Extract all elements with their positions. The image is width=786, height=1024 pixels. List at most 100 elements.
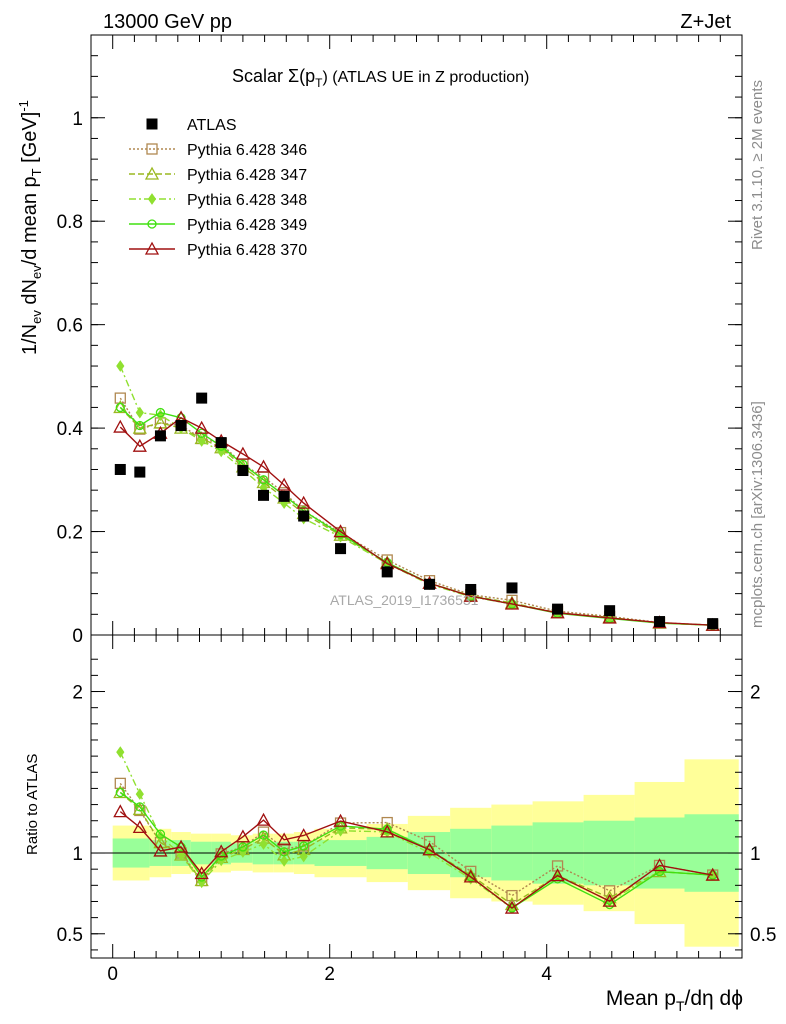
ratio-y-tick-label-right: 0.5 — [750, 925, 776, 946]
legend-atlas-marker — [146, 118, 158, 130]
series-3-point — [115, 402, 125, 413]
ratio-series-2-point — [259, 838, 268, 850]
main-y-tick-label: 0 — [72, 626, 83, 647]
ratio-series-1-point — [153, 835, 168, 849]
main-y-tick-label: 0.2 — [57, 523, 83, 544]
ratio-series-4-point — [652, 858, 667, 872]
ratio-series-1-point — [113, 785, 128, 799]
series-1-point — [113, 400, 128, 414]
x-tick-label: 0 — [107, 964, 118, 985]
ylabel-sub-3: T — [29, 168, 44, 176]
watermark-label: ATLAS_2019_I1736531 — [330, 592, 479, 608]
legend: ATLAS Pythia 6.428 346 Pythia 6.428 347 Pyt… — [129, 117, 307, 259]
ratio-series-4-point — [602, 893, 617, 907]
ratio-series-2-point — [156, 830, 165, 843]
series-3-point — [155, 407, 166, 418]
ratio-y-tick-label: 0.5 — [57, 925, 83, 946]
ratio-plot-axes: 0.5 0.5 1 1 2 2 0 2 4 — [57, 634, 776, 985]
ratio-series-4-point — [550, 868, 565, 882]
xlabel-part-1: Mean p — [606, 987, 676, 1010]
ratio-series-2-point — [135, 788, 144, 800]
ratio-series-3-point — [279, 847, 289, 857]
ratio-y-axis-label: Ratio to ATLAS — [24, 754, 41, 855]
ratio-series-4-point — [194, 866, 209, 880]
ratio-series-2-point — [116, 746, 125, 758]
series-2-point — [197, 435, 206, 447]
x-tick-label: 2 — [324, 964, 335, 985]
series-4-point — [194, 420, 209, 434]
series-4-point — [463, 588, 478, 602]
ratio-series-0-point — [134, 804, 146, 817]
main-y-axis-label: 1/Nev dNev/d mean pT [GeV]-1 — [16, 100, 44, 355]
ylabel-part-2: dN — [19, 279, 41, 310]
x-axis-label: Mean pT/dη dϕ — [606, 987, 743, 1014]
plot-title-sub: T — [315, 76, 323, 90]
series-4-point — [504, 596, 520, 610]
ratio-series-3-point — [155, 829, 166, 839]
ratio-series-3-point — [299, 841, 309, 851]
atlas-data-point — [335, 543, 347, 555]
ratio-series-4-point — [333, 813, 348, 827]
atlas-data-point — [237, 465, 249, 477]
ratio-series-3-point — [115, 787, 125, 798]
series-4-point — [256, 459, 271, 473]
xlabel-part-2: /dη dϕ — [685, 987, 743, 1010]
atlas-data-point — [707, 618, 719, 630]
legend-label-2: Pythia 6.428 347 — [187, 167, 307, 184]
ratio-series-4-point — [705, 867, 720, 881]
series-4-point — [602, 610, 617, 624]
legend-marker-3 — [147, 193, 157, 205]
series-0-point — [134, 423, 146, 435]
ratio-series-2-point — [280, 854, 289, 867]
ratio-series-4-point — [504, 900, 520, 914]
legend-label-1: Pythia 6.428 346 — [187, 142, 307, 159]
ratio-line-4 — [119, 811, 713, 909]
series-4-point — [235, 446, 250, 460]
main-y-tick-label: 0.6 — [57, 316, 83, 337]
atlas-data-point — [552, 603, 564, 615]
atlas-data-point — [196, 392, 208, 404]
ratio-series-3-point — [258, 830, 269, 840]
ratio-y-tick-label: 1 — [72, 844, 83, 865]
ratio-series-4-point — [132, 820, 147, 834]
ratio-series-4-point — [235, 829, 250, 843]
ratio-series-4-point — [422, 842, 437, 856]
ylabel-part-4: [GeV] — [19, 112, 41, 169]
main-y-tick-label: 1 — [72, 109, 83, 130]
ratio-series-0-point — [423, 835, 436, 848]
x-tick-label: 4 — [541, 964, 552, 985]
atlas-data-point — [215, 437, 227, 449]
rivet-label: Rivet 3.1.10, ≥ 2M events — [749, 80, 766, 250]
legend-label-4: Pythia 6.428 349 — [187, 217, 307, 234]
ratio-y-tick-label-right: 2 — [750, 683, 761, 704]
ratio-plot-series — [113, 746, 720, 914]
ratio-series-3-point — [238, 842, 248, 852]
ratio-series-4-point — [296, 828, 311, 842]
ratio-y-tick-label-right: 1 — [750, 844, 761, 865]
legend-marker-4 — [147, 219, 157, 229]
ratio-series-4-point — [214, 844, 229, 858]
series-4-point — [296, 495, 311, 509]
legend-marker-5 — [144, 241, 160, 255]
atlas-data-point — [381, 566, 393, 578]
series-4-point — [132, 438, 147, 452]
ratio-series-3-point — [135, 802, 145, 812]
series-3-point — [135, 420, 145, 431]
atlas-data-point — [654, 616, 666, 628]
atlas-data-point — [258, 489, 270, 501]
xlabel-sub: T — [676, 998, 685, 1014]
ratio-series-4-point — [256, 812, 271, 826]
series-2-point — [135, 406, 144, 419]
atlas-data-point — [134, 466, 146, 478]
legend-marker-2 — [144, 166, 160, 180]
series-4-point — [113, 419, 128, 433]
ratio-series-4-point — [113, 804, 128, 818]
main-plot-series — [113, 360, 720, 632]
atlas-data-point — [278, 490, 290, 502]
atlas-data-point — [465, 583, 477, 595]
series-3-point — [258, 475, 269, 485]
series-4-point — [333, 524, 348, 538]
ratio-series-0-point — [278, 843, 290, 855]
ratio-series-0-point — [506, 889, 518, 902]
header-left-label: 13000 GeV pp — [103, 11, 232, 33]
